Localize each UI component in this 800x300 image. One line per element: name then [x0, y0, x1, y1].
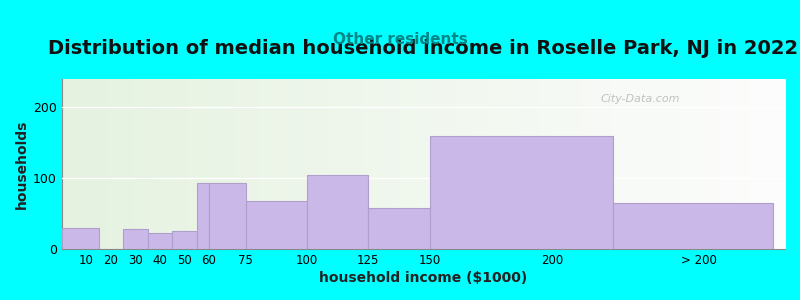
Title: Distribution of median household income in Roselle Park, NJ in 2022: Distribution of median household income …	[48, 39, 798, 58]
Bar	[209, 183, 246, 249]
Bar	[307, 175, 368, 249]
Bar	[62, 228, 98, 249]
Bar	[430, 136, 614, 249]
X-axis label: household income ($1000): household income ($1000)	[319, 271, 527, 285]
Bar	[197, 183, 209, 249]
Bar	[614, 203, 773, 249]
Bar	[123, 229, 148, 249]
Bar	[148, 233, 172, 249]
Bar	[172, 231, 197, 249]
Text: Other residents: Other residents	[333, 32, 467, 46]
Y-axis label: households: households	[15, 119, 29, 209]
Bar	[246, 201, 307, 249]
Bar	[368, 208, 430, 249]
Text: City-Data.com: City-Data.com	[601, 94, 680, 104]
